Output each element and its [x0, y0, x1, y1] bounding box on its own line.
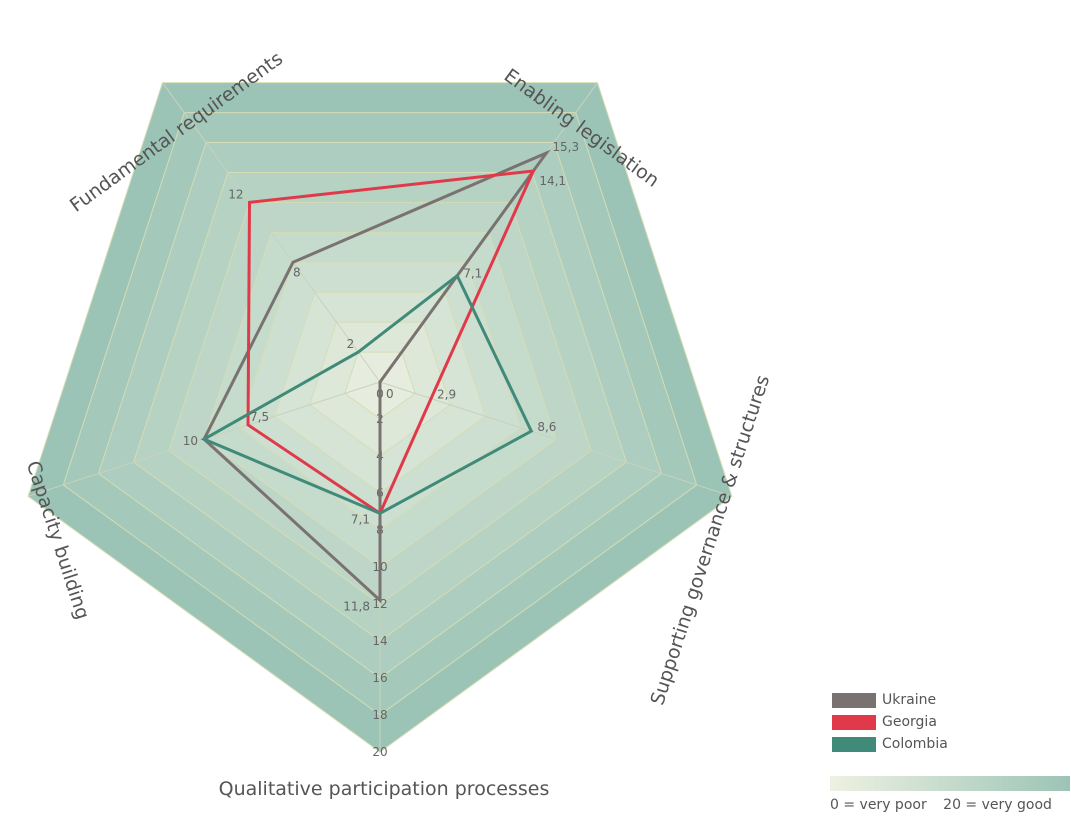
data-label-colombia: 8,6	[537, 420, 556, 434]
legend: Ukraine Georgia Colombia	[832, 689, 948, 755]
radar-series	[200, 149, 551, 604]
color-scale-legend: 0 = very poor 20 = very good	[830, 776, 1070, 813]
scale-high-label: 20 = very good	[943, 797, 1052, 813]
color-scale-labels: 0 = very poor 20 = very good	[830, 797, 1070, 813]
legend-label-georgia: Georgia	[882, 714, 937, 730]
legend-item-colombia: Colombia	[832, 733, 948, 755]
legend-swatch-colombia	[832, 736, 876, 752]
data-label-ukraine: 11,8	[343, 599, 370, 613]
tick-label: 18	[372, 708, 387, 722]
data-label-georgia: 2,9	[437, 388, 456, 402]
series-georgia	[246, 169, 536, 516]
data-label-ukraine: 10	[183, 434, 198, 448]
data-label-colombia: 2	[347, 337, 355, 351]
data-label-georgia: 7,1	[351, 512, 370, 526]
legend-label-colombia: Colombia	[882, 736, 948, 752]
color-scale-bar	[830, 776, 1070, 791]
data-label-colombia: 7,1	[463, 267, 482, 281]
data-label-georgia: 7,5	[250, 410, 269, 424]
legend-label-ukraine: Ukraine	[882, 692, 937, 708]
data-label-georgia: 12	[228, 187, 243, 201]
legend-item-georgia: Georgia	[832, 711, 948, 733]
tick-label: 20	[372, 745, 387, 759]
series-colombia	[200, 273, 534, 516]
series-ukraine	[202, 149, 551, 604]
tick-label: 14	[372, 634, 387, 648]
data-label-ukraine: 0	[386, 387, 394, 401]
axis-title-qualitative-participation: Qualitative participation processes	[219, 778, 550, 800]
scale-low-label: 0 = very poor	[830, 797, 927, 813]
spoke-4	[162, 82, 381, 383]
data-label-ukraine: 15,3	[552, 140, 579, 154]
legend-item-ukraine: Ukraine	[832, 689, 948, 711]
legend-swatch-georgia	[832, 714, 876, 730]
data-label-ukraine: 8	[293, 265, 301, 279]
data-label-georgia: 14,1	[539, 174, 566, 188]
spoke-1	[379, 381, 733, 497]
data-labels: 15,3 0 11,8 10 8 14,1 2,9 7,1 7,5 12 7,1 8,6 2	[183, 140, 579, 613]
legend-swatch-ukraine	[832, 692, 876, 708]
tick-label: 16	[372, 671, 387, 685]
tick-label: 12	[372, 597, 387, 611]
